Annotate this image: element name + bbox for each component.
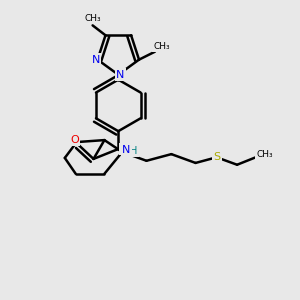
Text: N: N: [122, 145, 130, 155]
Text: CH₃: CH₃: [154, 42, 170, 51]
Text: H: H: [130, 146, 138, 156]
Text: N: N: [120, 144, 128, 154]
Text: CH₃: CH₃: [84, 14, 101, 23]
Text: N: N: [116, 70, 124, 80]
Text: S: S: [213, 152, 220, 162]
Text: N: N: [92, 55, 100, 64]
Text: O: O: [70, 135, 79, 145]
Text: CH₃: CH₃: [256, 150, 273, 159]
